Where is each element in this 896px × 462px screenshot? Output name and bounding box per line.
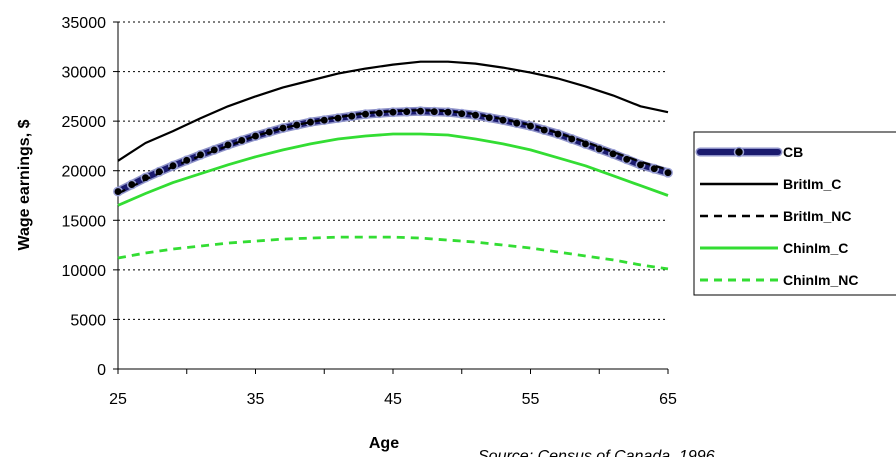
legend: CB BritIm_C BritIm_NC ChinIm_C ChinIm_NC [693, 131, 896, 296]
series-point-cb [456, 108, 467, 119]
series-line-chinim-nc [117, 235, 669, 271]
x-tick-label: 35 [247, 391, 265, 408]
series-point-cb [470, 110, 481, 121]
legend-label-britim-c: BritIm_C [783, 176, 841, 192]
legend-label-chinim-c: ChinIm_C [783, 240, 848, 256]
series-point-cb [250, 131, 261, 141]
series-point-cb [663, 167, 673, 178]
legend-label-chinim-nc: ChinIm_NC [783, 272, 858, 288]
series-point-cb [621, 154, 632, 165]
x-tick-label: 65 [659, 391, 677, 408]
gridlines [118, 21, 668, 320]
y-tick-label: 5000 [70, 312, 106, 329]
y-tick-label: 0 [97, 362, 106, 379]
y-tick-label: 35000 [62, 15, 107, 32]
source-note: Source: Census of Canada, 1996 [478, 448, 715, 457]
y-axis-title: Wage earnings, $ [16, 119, 33, 250]
x-tick-label: 25 [109, 391, 127, 408]
y-tick-label: 10000 [62, 263, 107, 280]
series-line-britim-nc [117, 109, 669, 195]
series-point-cb [443, 107, 453, 118]
series-point-cb [236, 135, 247, 146]
y-tick-label: 15000 [62, 213, 107, 230]
legend-label-britim-nc: BritIm_NC [783, 208, 851, 224]
legend-marker-cb [733, 146, 745, 158]
y-tick-label: 30000 [62, 65, 107, 82]
series-line-britim-c [117, 60, 669, 162]
series-point-cb [511, 118, 522, 129]
series-point-cb [278, 123, 288, 134]
x-tick-label: 45 [384, 391, 402, 408]
series-line-chinim-c [117, 132, 669, 207]
series-point-cb [525, 121, 536, 132]
series-point-cb [264, 127, 275, 137]
y-tick-label: 20000 [62, 164, 107, 181]
x-tick-label: 55 [522, 391, 540, 408]
tick-labels: 0 5000 10000 15000 20000 25000 30000 35000 25 35 4… [62, 15, 678, 408]
y-tick-label: 25000 [62, 114, 107, 131]
x-axis-title: Age [369, 435, 399, 452]
series-point-cb [498, 115, 508, 126]
legend-box [693, 131, 896, 296]
axes [113, 21, 669, 374]
series-lines [113, 60, 673, 271]
series-point-cb [484, 112, 495, 123]
legend-label-cb: CB [783, 144, 803, 160]
series-point-cb [429, 106, 440, 117]
